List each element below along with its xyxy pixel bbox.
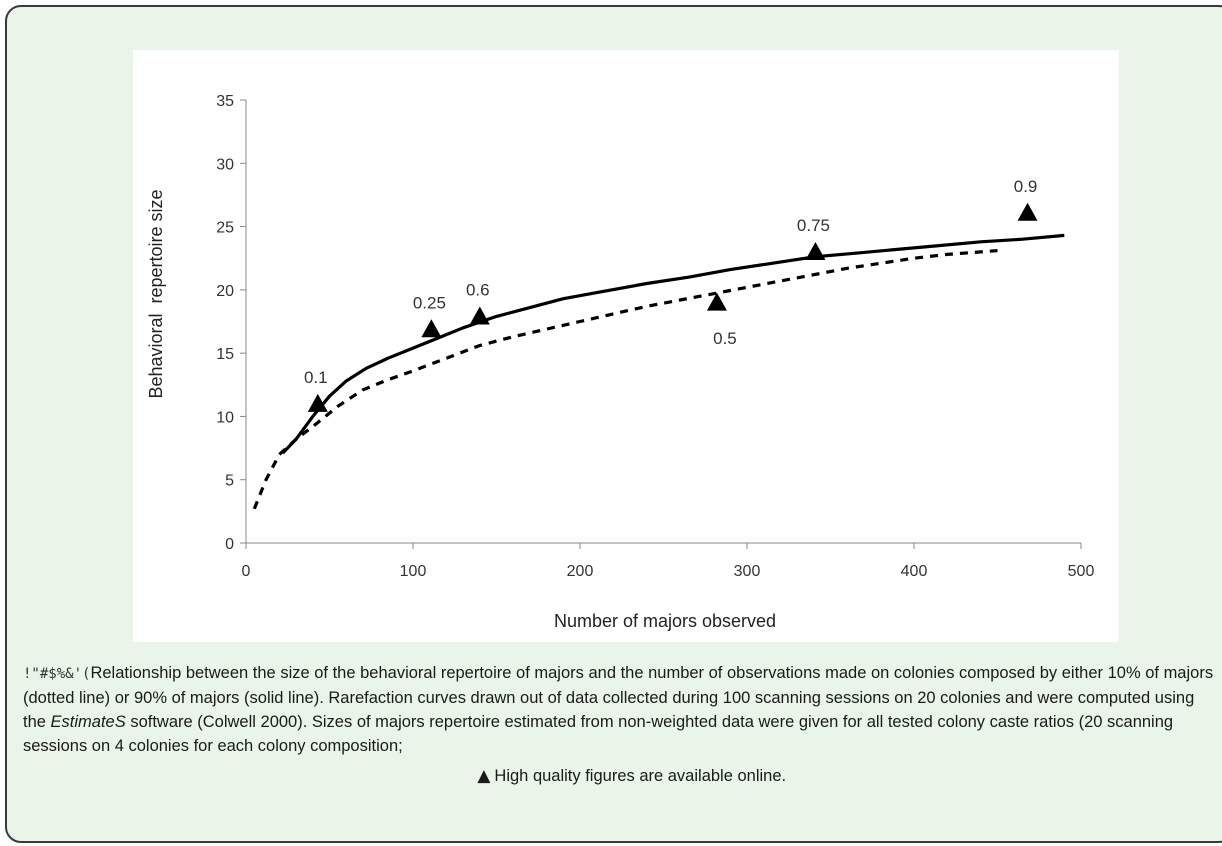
triangle-marker-icon: [706, 292, 727, 311]
marker-label: 0.25: [413, 293, 446, 312]
caption-text: Relationship between the size of the beh…: [23, 664, 1214, 731]
triangle-marker-icon: [1017, 202, 1038, 221]
y-tick-label: 20: [216, 283, 234, 300]
x-tick-label: 0: [242, 563, 251, 580]
caption-text-after: software (Colwell 2000). Sizes of majors…: [23, 713, 1174, 755]
marker-label: 0.9: [1014, 177, 1038, 196]
x-tick-label: 500: [1068, 563, 1095, 580]
caption-legend: scanning sessions on 4 colonies for each…: [23, 764, 1218, 788]
x-tick-label: 100: [400, 563, 427, 580]
figure-caption: !"#$%&'(Relationship between the size of…: [23, 661, 1218, 788]
triangle-marker-icon: [805, 241, 826, 260]
marker-label: 0.75: [797, 216, 830, 235]
x-tick-label: 300: [734, 563, 761, 580]
caption-code: !"#$%&'(: [23, 666, 91, 682]
figure-panel: 0 5 10 15 20 25 30 35 0 100 200 300 400 500 0.1 0.25 0.…: [5, 5, 1222, 843]
marker-label: 0.6: [466, 281, 490, 300]
x-axis-title: Number of majors observed: [554, 611, 776, 631]
y-tick-label: 5: [225, 473, 234, 490]
marker-label: 0.1: [304, 368, 328, 387]
triangle-marker-icon: [307, 393, 328, 412]
x-tick-label: 200: [567, 563, 594, 580]
y-tick-label: 30: [216, 156, 234, 173]
triangle-symbol-icon: ▲: [477, 766, 491, 786]
triangle-marker-icon: [421, 319, 442, 338]
marker-label: 0.5: [713, 329, 737, 348]
dotted-series-line: [252, 249, 998, 510]
caption-legend-text: High quality figures are available onlin…: [494, 767, 787, 785]
x-tick-label: 400: [901, 563, 928, 580]
y-tick-label: 10: [216, 409, 234, 426]
y-tick-label: 15: [216, 346, 234, 363]
y-tick-label: 25: [216, 220, 234, 237]
y-tick-label: 35: [216, 93, 234, 110]
series-layer: [252, 233, 1065, 510]
solid-series-line: [281, 233, 1065, 455]
y-tick-label: 0: [225, 536, 234, 553]
caption-software-name: EstimateS: [50, 713, 126, 731]
chart-area: 0 5 10 15 20 25 30 35 0 100 200 300 400 500 0.1 0.25 0.…: [133, 50, 1119, 642]
y-axis-title: Behavioral repertoire size: [146, 189, 166, 398]
triangle-marker-icon: [469, 306, 490, 325]
axes: 0 5 10 15 20 25 30 35 0 100 200 300 400 500: [216, 93, 1094, 580]
marker-layer: 0.1 0.25 0.6 0.5 0.75 0.9: [304, 177, 1038, 412]
